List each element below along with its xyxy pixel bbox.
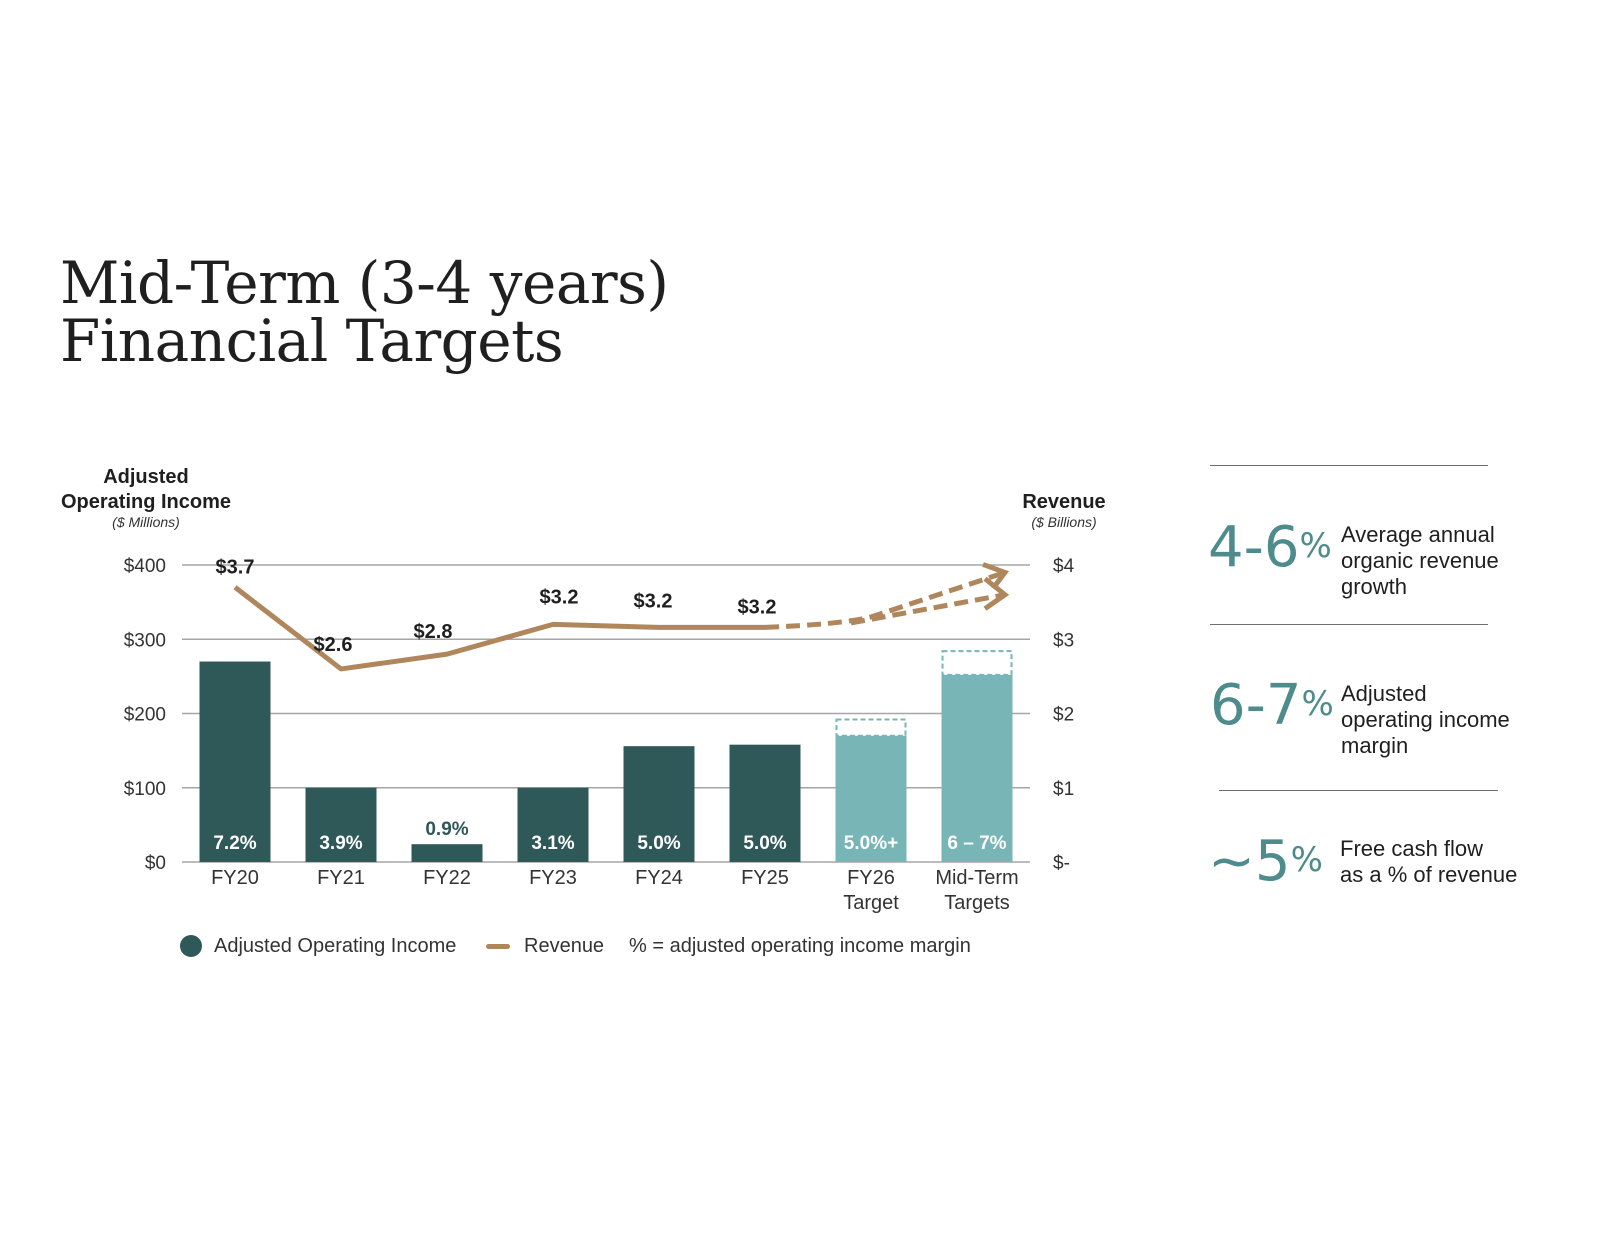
right-tick-label: $- (1053, 853, 1070, 874)
bar (411, 844, 483, 862)
target-range-box (835, 718, 907, 737)
bar (199, 661, 271, 862)
margin-label: 5.0%+ (844, 833, 898, 854)
right-tick-label: $1 (1053, 779, 1074, 800)
revenue-line (233, 585, 765, 672)
title-line-1: Mid-Term (3-4 years) (60, 249, 669, 317)
bar (305, 787, 377, 862)
legend-dot-icon (180, 935, 202, 957)
legend-item-margin-note: % = adjusted operating income margin (629, 935, 971, 958)
bar (517, 787, 589, 862)
bar (941, 674, 1013, 862)
projection-arrowhead (982, 562, 1010, 590)
kpi-value-revenue-growth: 4-6% (1208, 520, 1332, 576)
x-tick-label: FY25 (741, 867, 789, 889)
kpi-value-number: ~5 (1208, 829, 1291, 894)
page-title: Mid-Term (3-4 years) Financial Targets (60, 254, 669, 370)
x-tick-label: Targets (944, 892, 1010, 914)
right-tick-label: $3 (1053, 630, 1074, 651)
kpi-desc-line: organic revenue (1341, 548, 1499, 573)
financial-chart: Adjusted Operating Income ($ Millions) R… (61, 466, 1106, 914)
kpi-desc-revenue-growth: Average annual organic revenue growth (1341, 522, 1499, 600)
legend-label-margin-note: % = adjusted operating income margin (629, 935, 971, 957)
kpi-desc-line: as a % of revenue (1340, 862, 1518, 887)
margin-label: 3.9% (319, 833, 362, 854)
x-tick-label: FY20 (211, 867, 259, 889)
left-tick-label: $400 (124, 556, 166, 577)
kpi-desc-operating-margin: Adjusted operating income margin (1341, 681, 1510, 759)
kpi-desc-line: margin (1341, 733, 1409, 758)
bar (729, 744, 801, 862)
kpi-value-number: 4-6 (1208, 515, 1300, 580)
kpi-divider (1210, 465, 1488, 466)
margin-label: 5.0% (637, 833, 680, 854)
kpi-value-free-cash-flow: ~5% (1208, 834, 1323, 890)
margin-label: 0.9% (425, 819, 468, 840)
revenue-projection-high (764, 570, 1006, 630)
kpi-desc-line: operating income (1341, 707, 1510, 732)
x-tick-label: Mid-Term (935, 867, 1018, 889)
x-tick-label: Target (843, 892, 899, 914)
legend-label-revenue: Revenue (524, 935, 605, 957)
revenue-data-label: $2.8 (414, 621, 453, 643)
x-tick-label: FY26 (847, 867, 895, 889)
projection-arrowhead (983, 576, 1010, 611)
right-tick-label: $2 (1053, 705, 1074, 726)
legend-dash-icon (486, 944, 510, 949)
kpi-desc-line: Average annual (1341, 522, 1495, 547)
left-tick-label: $200 (124, 705, 166, 726)
left-axis-unit: ($ Millions) (112, 514, 180, 530)
right-tick-label: $4 (1053, 556, 1075, 577)
kpi-divider (1219, 790, 1498, 791)
revenue-data-label: $3.7 (216, 556, 255, 578)
revenue-data-label: $2.6 (314, 634, 353, 656)
left-axis-title-line-2: Operating Income (61, 491, 231, 513)
kpi-desc-line: growth (1341, 574, 1408, 599)
right-axis-title: Revenue (1022, 491, 1105, 513)
title-line-2: Financial Targets (60, 307, 564, 375)
bar (623, 746, 695, 862)
x-tick-label: FY24 (635, 867, 683, 889)
left-tick-label: $0 (145, 853, 166, 874)
margin-label: 5.0% (743, 833, 786, 854)
margin-label: 6 – 7% (947, 833, 1006, 854)
kpi-value-operating-margin: 6-7% (1210, 678, 1334, 734)
revenue-data-label: $3.2 (540, 586, 579, 608)
kpi-percent-sign: % (1299, 526, 1332, 566)
legend-label-operating-income: Adjusted Operating Income (214, 935, 457, 957)
kpi-desc-line: Free cash flow (1340, 836, 1484, 861)
target-range-box (941, 650, 1013, 676)
kpi-divider (1210, 624, 1488, 625)
revenue-projection-low (850, 592, 1006, 626)
x-tick-label: FY21 (317, 867, 365, 889)
right-axis-unit: ($ Billions) (1031, 514, 1096, 530)
kpi-percent-sign: % (1301, 684, 1334, 724)
revenue-data-label: $3.2 (738, 596, 777, 618)
revenue-data-label: $3.2 (634, 590, 673, 612)
kpi-percent-sign: % (1290, 840, 1323, 880)
x-tick-label: FY22 (423, 867, 471, 889)
x-tick-label: FY23 (529, 867, 577, 889)
left-axis-title-line-1: Adjusted (103, 466, 189, 488)
kpi-value-number: 6-7 (1210, 673, 1302, 738)
left-tick-label: $300 (124, 630, 166, 651)
margin-label: 3.1% (531, 833, 574, 854)
kpi-desc-line: Adjusted (1341, 681, 1427, 706)
margin-label: 7.2% (213, 833, 256, 854)
left-tick-label: $100 (124, 779, 166, 800)
bar (835, 735, 907, 862)
kpi-desc-free-cash-flow: Free cash flow as a % of revenue (1340, 836, 1517, 888)
